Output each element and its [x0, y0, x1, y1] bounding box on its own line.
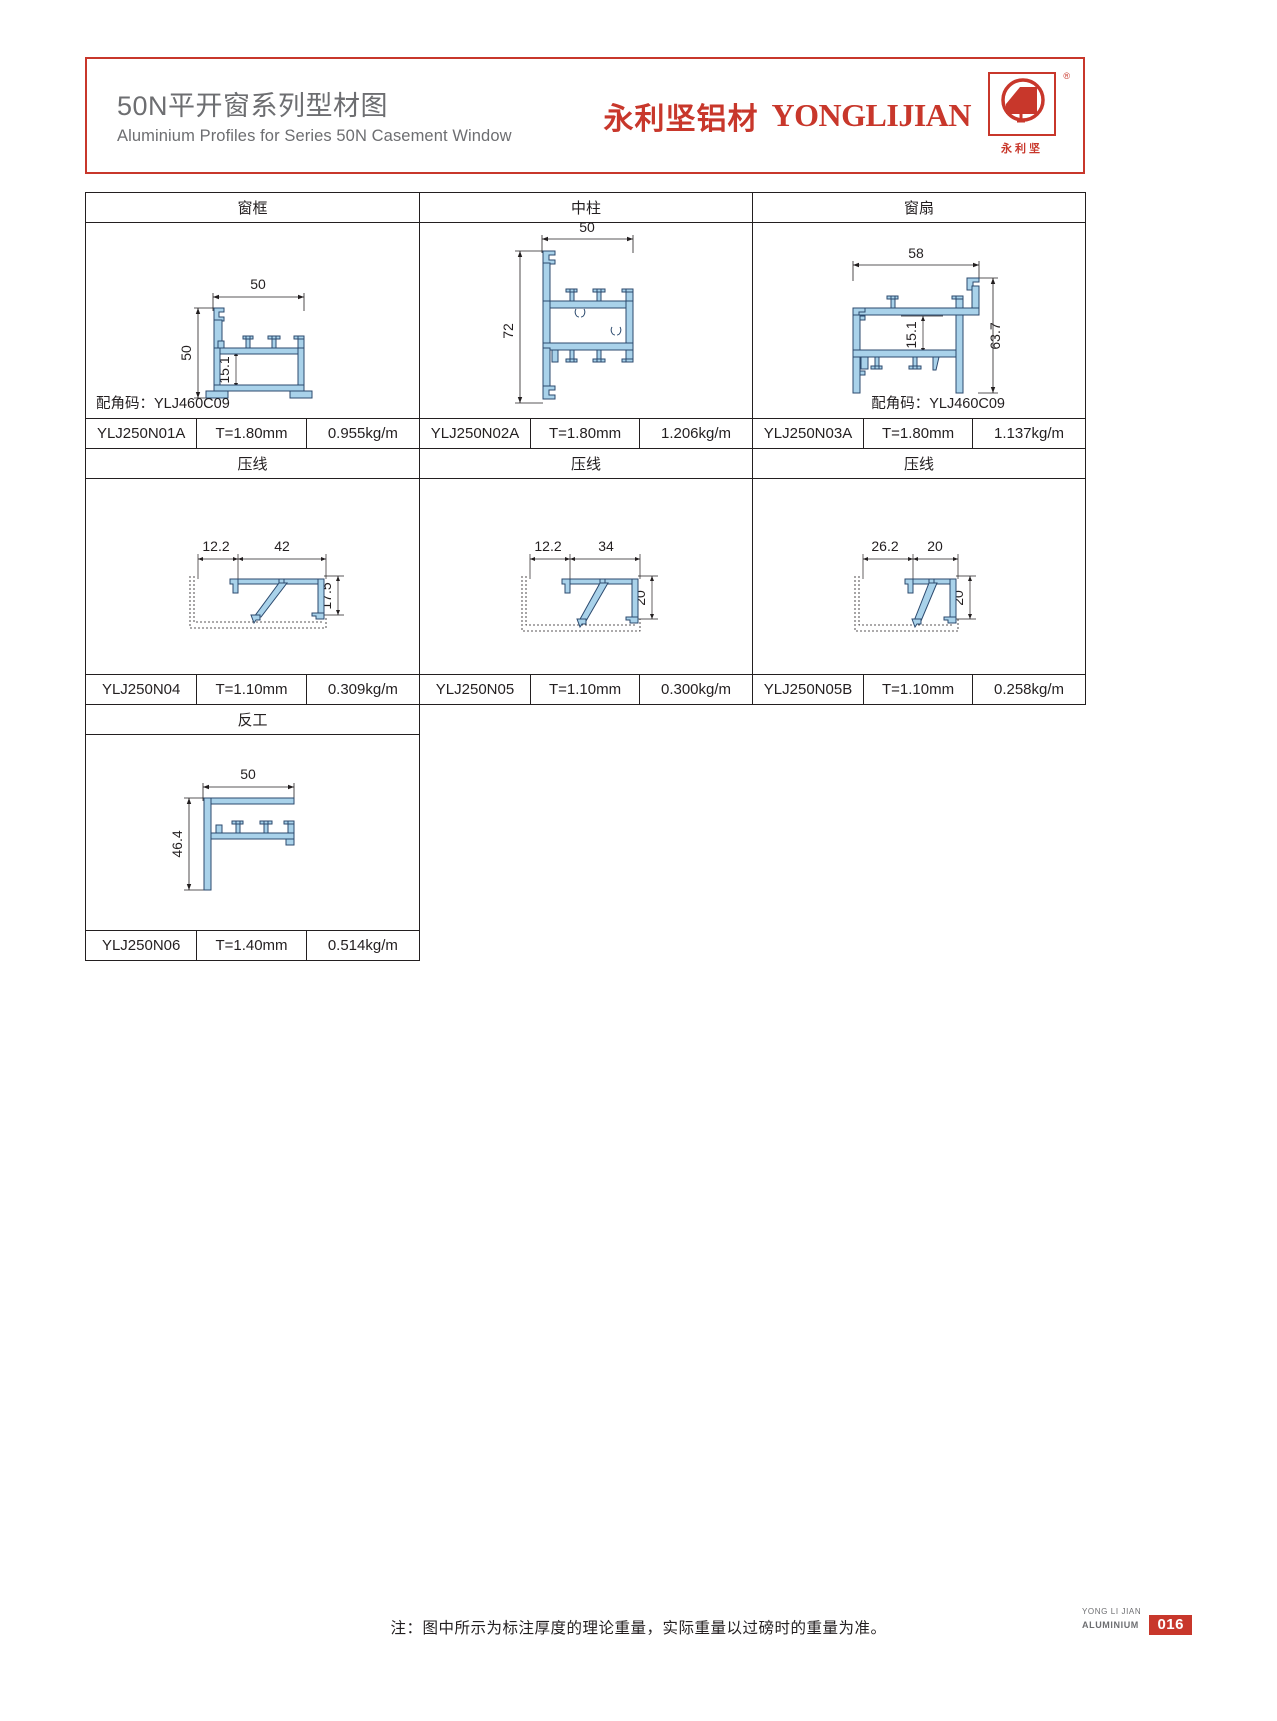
company-logo: ® 永利坚 [984, 70, 1070, 162]
spec-code: YLJ250N02A [420, 419, 531, 448]
spec-weight: 1.137kg/m [993, 425, 1065, 442]
profile-panel: 窗扇 58 63.7 [752, 192, 1086, 449]
dim-a: 12.2 [202, 538, 229, 554]
spec-weight: 1.206kg/m [660, 425, 732, 442]
spec-thickness: T=1.10mm [197, 675, 307, 704]
dim-b: 20 [927, 538, 943, 554]
profile-panel: 中柱 50 72 [419, 192, 753, 449]
dim-width: 58 [908, 245, 924, 261]
dim-width: 50 [579, 223, 595, 235]
profile-table: 窗框 50 [85, 192, 1086, 961]
brand-name-en: YONGLIJIAN [771, 97, 972, 133]
badge-line-1: YONG LI JIAN [1082, 1607, 1142, 1616]
panel-title: 压线 [86, 449, 419, 479]
spec-row: YLJ250N06 T=1.40mm 0.514kg/m [86, 930, 419, 960]
badge-line-2: ALUMINIUM [1082, 1620, 1139, 1630]
dim-width: 50 [250, 276, 266, 292]
spec-code: YLJ250N06 [86, 931, 198, 960]
spec-weight: 0.309kg/m [327, 681, 398, 698]
page-number: 016 [1149, 1615, 1192, 1635]
profile-drawing: 12.2 42 17.5 [86, 479, 419, 674]
dim-height: 50 [178, 345, 194, 361]
spec-thickness: T=1.40mm [197, 931, 307, 960]
profile-row: 压线 12.2 42 [85, 448, 1086, 705]
page-badge: YONG LI JIAN ALUMINIUM 016 [1082, 1606, 1192, 1640]
profile-drawing: 50 50 15.1 [86, 223, 419, 418]
spec-row: YLJ250N02A T=1.80mm 1.206kg/m [420, 418, 752, 448]
profile-row: 窗框 50 [85, 192, 1086, 449]
spec-code: YLJ250N05B [753, 675, 864, 704]
corner-code-label: 配角码：YLJ460C09 [96, 396, 230, 412]
spec-code: YLJ250N05 [420, 675, 531, 704]
dim-height: 63.7 [987, 322, 1003, 349]
page-subtitle: Aluminium Profiles for Series 50N Caseme… [117, 127, 512, 146]
profile-drawing-area: 58 63.7 15.1 [753, 223, 1085, 418]
profile-drawing-area: 50 72 [420, 223, 752, 418]
dim-a: 26.2 [871, 538, 898, 554]
profile-drawing: 50 72 [420, 223, 752, 418]
panel-title: 窗框 [86, 193, 419, 223]
corner-code-label: 配角码：YLJ460C09 [871, 396, 1005, 412]
brand-name-cn: 永利坚铝材 [603, 102, 759, 136]
profile-panel: 压线 12.2 34 [419, 448, 753, 705]
profile-panel: 窗框 50 [85, 192, 420, 449]
spec-row: YLJ250N05B T=1.10mm 0.258kg/m [753, 674, 1085, 704]
dim-height: 46.4 [169, 830, 185, 857]
profile-drawing-area: 12.2 34 20 [420, 479, 752, 674]
spec-weight: 0.258kg/m [993, 681, 1065, 698]
page-title: 50N平开窗系列型材图 [117, 91, 389, 121]
spec-code: YLJ250N01A [86, 419, 198, 448]
logo-mark-icon [988, 71, 1056, 136]
registered-mark-icon: ® [1063, 70, 1070, 81]
spec-weight: 0.514kg/m [327, 937, 398, 954]
spec-row: YLJ250N03A T=1.80mm 1.137kg/m [753, 418, 1085, 448]
profile-drawing: 58 63.7 15.1 [753, 223, 1085, 418]
panel-title: 中柱 [420, 193, 752, 223]
page-header: 50N平开窗系列型材图 Aluminium Profiles for Serie… [85, 57, 1085, 174]
spec-row: YLJ250N05 T=1.10mm 0.300kg/m [420, 674, 752, 704]
spec-thickness: T=1.80mm [531, 419, 641, 448]
spec-code: YLJ250N04 [86, 675, 198, 704]
panel-title: 窗扇 [753, 193, 1085, 223]
profile-row: 反工 50 46.4 [85, 704, 1085, 961]
spec-thickness: T=1.10mm [531, 675, 641, 704]
spec-row: YLJ250N04 T=1.10mm 0.309kg/m [86, 674, 419, 704]
spec-thickness: T=1.80mm [197, 419, 307, 448]
dim-b: 42 [274, 538, 290, 554]
profile-drawing-area: 50 50 15.1 [86, 223, 419, 418]
spec-thickness: T=1.10mm [864, 675, 974, 704]
page-title-block: 50N平开窗系列型材图 Aluminium Profiles for Serie… [117, 91, 512, 146]
panel-title: 反工 [86, 705, 419, 735]
dim-inner: 15.1 [903, 321, 919, 348]
panel-title: 压线 [753, 449, 1085, 479]
logo-subtitle: 永利坚 [1001, 142, 1043, 155]
spec-thickness: T=1.80mm [864, 419, 974, 448]
dim-a: 12.2 [534, 538, 561, 554]
spec-weight: 0.300kg/m [660, 681, 732, 698]
profile-drawing: 26.2 20 20 [753, 479, 1085, 674]
footer-note: 注：图中所示为标注厚度的理论重量，实际重量以过磅时的重量为准。 [390, 1620, 887, 1637]
brand-block: 永利坚铝材 YONGLIJIAN [603, 94, 972, 138]
spec-weight: 0.955kg/m [327, 425, 398, 442]
profile-drawing-area: 12.2 42 17.5 [86, 479, 419, 674]
spec-row: YLJ250N01A T=1.80mm 0.955kg/m [86, 418, 419, 448]
profile-drawing: 50 46.4 [86, 735, 419, 930]
profile-panel: 压线 12.2 42 [85, 448, 420, 705]
dim-height: 72 [500, 323, 516, 339]
profile-panel: 压线 26.2 20 [752, 448, 1086, 705]
profile-drawing-area: 50 46.4 [86, 735, 419, 930]
profile-panel: 反工 50 46.4 [85, 704, 420, 961]
dim-b: 34 [598, 538, 614, 554]
panel-title: 压线 [420, 449, 752, 479]
profile-drawing: 12.2 34 20 [420, 479, 752, 674]
dim-width: 50 [240, 766, 256, 782]
spec-code: YLJ250N03A [753, 419, 864, 448]
profile-drawing-area: 26.2 20 20 [753, 479, 1085, 674]
